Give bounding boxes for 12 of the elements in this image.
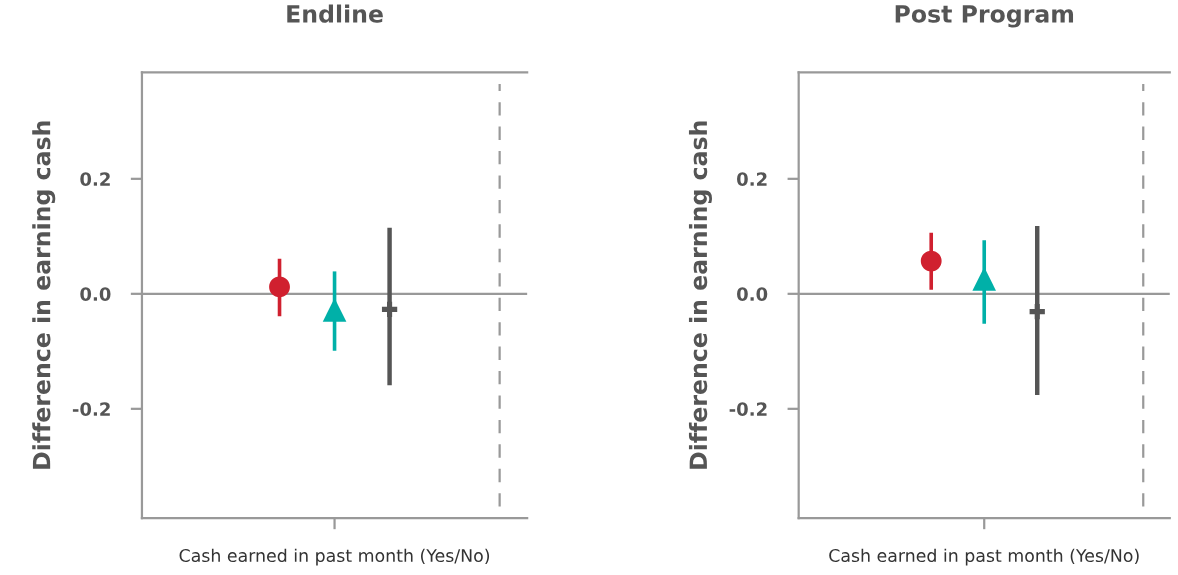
x-axis-title: Cash earned in past month (Yes/No) [179,548,490,566]
y-tick-label: -0.2 [72,402,110,416]
y-tick-label: 0.0 [80,287,111,301]
y-tick-label: 0.2 [80,172,110,186]
y-tick-label: -0.2 [729,402,767,416]
y-tick-label: 0.2 [737,172,767,186]
y-tick-label: 0.0 [737,287,768,301]
chart-title: Endline [287,4,383,23]
y-axis-title: Difference in earning cash [688,121,712,469]
x-axis-title: Cash earned in past month (Yes/No) [829,548,1139,566]
y-axis-title: Difference in earning cash [32,121,56,469]
chart-title: Post Program [895,5,1074,28]
